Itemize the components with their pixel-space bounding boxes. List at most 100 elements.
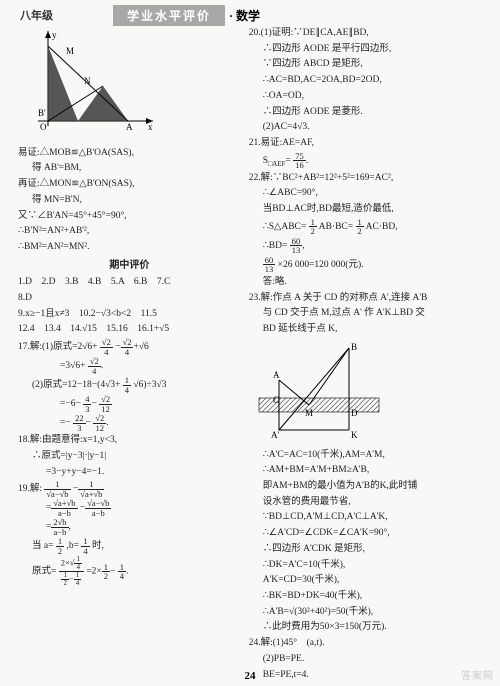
frac-icon: 43 <box>83 395 91 413</box>
pt-A: A <box>273 370 280 380</box>
q20-line: ∴四边形 AODE 是菱形. <box>249 105 481 120</box>
q22-line: 22.解:∵BC²+AB²=12²+5²=169=AC², <box>249 171 481 186</box>
frac-icon: 14 <box>118 563 126 581</box>
frac-icon: 12 <box>309 218 317 236</box>
q23-line: ∴A'B=√(30²+40²)=50(千米), <box>249 605 481 620</box>
frac-icon: 1√a+√b <box>78 480 104 498</box>
q22-line: 答:略. <box>249 275 481 290</box>
q23-line: ∴∠A'CD=∠CDK=∠CA'K=90°, <box>249 526 481 541</box>
q23-line: ∴AM+BM=A'M+BM≥A'B, <box>249 463 481 478</box>
midterm-title: 期中评价 <box>18 256 241 276</box>
answers-row: 9.x≥−1且x≠3 10.2−√3<b<2 11.5 <box>18 307 241 322</box>
proof-line: ∴BM²=AN²=MN². <box>18 240 241 255</box>
q17-stem: 17.解:(1)原式=2√6+ <box>18 342 98 352</box>
point-Bp: B' <box>38 108 46 118</box>
proof-line: 又∵∠B'AN=45°+45°=90°, <box>18 209 241 224</box>
subject-label: · 数学 <box>229 7 260 24</box>
q22-line: ∴BD= 6013, <box>249 237 481 255</box>
frac-icon: √212 <box>93 414 106 432</box>
answers-row: 12.4 13.4 14.√15 15.16 16.1+√5 <box>18 322 241 337</box>
q22-line: ∴S△ABC= 12 AB·BC= 12 AC·BD, <box>249 218 481 236</box>
pt-C: C <box>273 395 279 405</box>
frac-icon: √24 <box>121 338 134 356</box>
q20-line: ∵四边形 ABCD 是矩形, <box>249 57 481 72</box>
q19-line: 当 a= 12 ,b= 14 时, <box>18 537 241 555</box>
y-axis-label: y <box>52 30 57 40</box>
q23-line: A'K=CD=30(千米), <box>249 573 481 588</box>
q17-line: =− 223− √212. <box>18 414 241 432</box>
q18-line: ∴原式=|y−3|⋅|y−1| <box>18 449 241 464</box>
q22-line: 6013 ×26 000=120 000(元). <box>249 256 481 274</box>
frac-icon: √212 <box>99 395 112 413</box>
watermark: 答案网 <box>461 667 494 682</box>
frac-icon: √a+√ba−b <box>51 499 77 517</box>
pt-M: M <box>305 408 313 418</box>
pt-D: D <box>351 408 358 418</box>
proof-line: 得 MN=B'N, <box>18 193 241 208</box>
frac-icon: 1√a−√b <box>44 480 70 498</box>
q24-line: (2)PB=PE. <box>249 652 481 667</box>
q19-line: 原式= 2×√14 12−14 =2×12− 14. <box>18 556 241 587</box>
q17-line: =3√6+ √24. <box>18 357 241 375</box>
x-axis-label: x <box>148 122 153 132</box>
q19-line: 19.解: 1√a−√b −1√a+√b <box>18 480 241 498</box>
q23-line: 即AM+BM的最小值为A'B的K,此时铺 <box>249 479 481 494</box>
q23-line: ∴BK=BD+DK=40(千米), <box>249 589 481 604</box>
frac-icon: 12 <box>56 537 64 555</box>
q22-line: ∴∠ABC=90°, <box>249 186 481 201</box>
q23-line: 23.解:作点 A 关于 CD 的对称点 A',连接 A'B <box>249 291 481 306</box>
frac-icon: √24 <box>100 338 113 356</box>
frac-icon: 6013 <box>263 256 276 274</box>
proof-line: 得 AB'=BM, <box>18 161 241 176</box>
q20-line: ∴AC=BD,AC=2OA,BD=2OD, <box>249 73 481 88</box>
point-O: O <box>40 122 47 132</box>
frac-icon: 2√ba−b <box>51 518 68 536</box>
pt-B: B <box>351 342 357 352</box>
q22-line: 当BD⊥AC时,BD最短,造价最低, <box>249 202 481 217</box>
q23-line: 设水管的费用最节省, <box>249 495 481 510</box>
frac-icon: 14 <box>81 537 89 555</box>
point-A: A <box>126 122 133 132</box>
frac-icon: √a−√ba−b <box>85 499 111 517</box>
frac-icon: √24 <box>88 357 101 375</box>
frac-icon: 223 <box>73 414 86 432</box>
frac-icon: 2×√14 12−14 <box>59 556 84 587</box>
title-box: 学业水平评价 <box>113 5 225 26</box>
q21-line: S□AEF= 7516. <box>249 152 481 170</box>
pt-K: K <box>351 430 358 440</box>
frac-icon: 6013 <box>290 237 303 255</box>
point-M: M <box>66 46 74 56</box>
frac-icon: 14 <box>123 376 131 394</box>
q18-line: 18.解:由题意得:x=1,y<3, <box>18 433 241 448</box>
reflection-graph: A B A' C M D K <box>249 340 389 440</box>
grade-label: 八年级 <box>20 7 53 23</box>
q20-line: 20.(1)证明:∵DE∥CA,AE∥BD, <box>249 26 481 41</box>
q23-line: ∴A'C=AC=10(千米),AM=A'M, <box>249 448 481 463</box>
q23-line: 与 CD 交于点 M,过点 A' 作 A'K⊥BD 交 <box>249 306 481 321</box>
q24-line: 24.解:(1)45° (a,t). <box>249 636 481 651</box>
q21-line: 21.易证:AE=AF, <box>249 136 481 151</box>
frac-icon: 12 <box>356 218 364 236</box>
page-number: 24 <box>0 670 500 682</box>
page-header: 八年级 学业水平评价 · 数学 <box>0 0 500 26</box>
right-column: 20.(1)证明:∵DE∥CA,AE∥BD, ∴四边形 AODE 是平行四边形,… <box>249 26 481 683</box>
q20-line: ∴OA=OD, <box>249 89 481 104</box>
q17-line: =−6− 43− √212 <box>18 395 241 413</box>
q17-line: 17.解:(1)原式=2√6+ √24 −√24+√6 <box>18 338 241 356</box>
proof-line: ∴B'N²=AN²+AB'², <box>18 224 241 239</box>
q23-line: ∵BD⊥CD,A'M⊥CD,A'C⊥A'K, <box>249 510 481 525</box>
q20-line: (2)AC=4√3. <box>249 120 481 135</box>
frac-icon: 12 <box>102 563 110 581</box>
answers-row: 1.D 2.D 3.B 4.B 5.A 6.B 7.C <box>18 275 241 290</box>
content-columns: y x M N B' O A 易证:△MOB≌△B'OA(SAS), 得 AB'… <box>0 26 500 683</box>
frac-icon: 7516 <box>293 152 306 170</box>
answers-row: 8.D <box>18 291 241 306</box>
q23-line: ∴此时费用为50×3=150(万元). <box>249 620 481 635</box>
left-column: y x M N B' O A 易证:△MOB≌△B'OA(SAS), 得 AB'… <box>18 26 241 683</box>
proof-line: 再证:△MON≌△B'ON(SAS), <box>18 177 241 192</box>
q18-line: =3−y+y−4=−1. <box>18 465 241 480</box>
q17-line: (2)原式=12−18−(4√3+ 14 √6)÷3√3 <box>18 376 241 394</box>
point-N: N <box>84 76 91 86</box>
q23-line: ∴四边形 A'CDK 是矩形, <box>249 542 481 557</box>
q20-line: ∴四边形 AODE 是平行四边形, <box>249 42 481 57</box>
